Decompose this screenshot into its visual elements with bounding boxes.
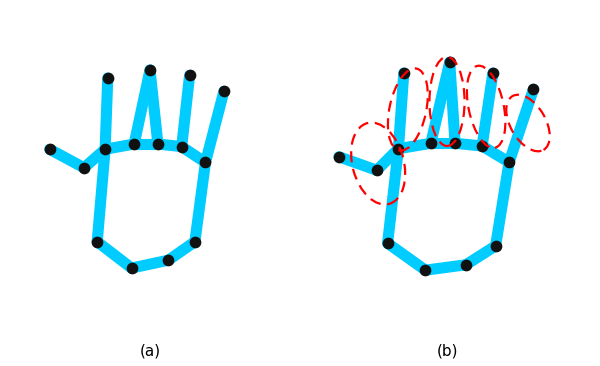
Point xyxy=(200,160,210,165)
Text: (a): (a) xyxy=(139,344,161,359)
Point xyxy=(127,265,136,271)
Point xyxy=(491,243,500,249)
Point xyxy=(103,75,113,81)
Point xyxy=(505,159,514,165)
Point xyxy=(130,141,139,147)
Point xyxy=(190,239,200,244)
Point xyxy=(450,140,460,146)
Point xyxy=(153,141,163,147)
Point xyxy=(177,144,187,150)
Point xyxy=(461,262,470,268)
Point xyxy=(488,70,498,76)
Point xyxy=(145,67,155,73)
Point xyxy=(334,154,344,160)
Point xyxy=(383,240,392,246)
Point xyxy=(529,86,538,92)
Point xyxy=(79,165,89,171)
Point xyxy=(164,257,173,263)
Point xyxy=(394,146,403,152)
Point xyxy=(372,167,382,173)
Point xyxy=(478,143,487,149)
Point xyxy=(219,88,229,94)
Point xyxy=(185,72,194,78)
Point xyxy=(100,146,110,152)
Point xyxy=(445,59,455,65)
Point xyxy=(421,267,430,273)
Point xyxy=(92,239,102,244)
Point xyxy=(426,140,436,146)
Point xyxy=(45,146,55,152)
Point xyxy=(399,70,409,76)
Text: (b): (b) xyxy=(436,344,458,359)
